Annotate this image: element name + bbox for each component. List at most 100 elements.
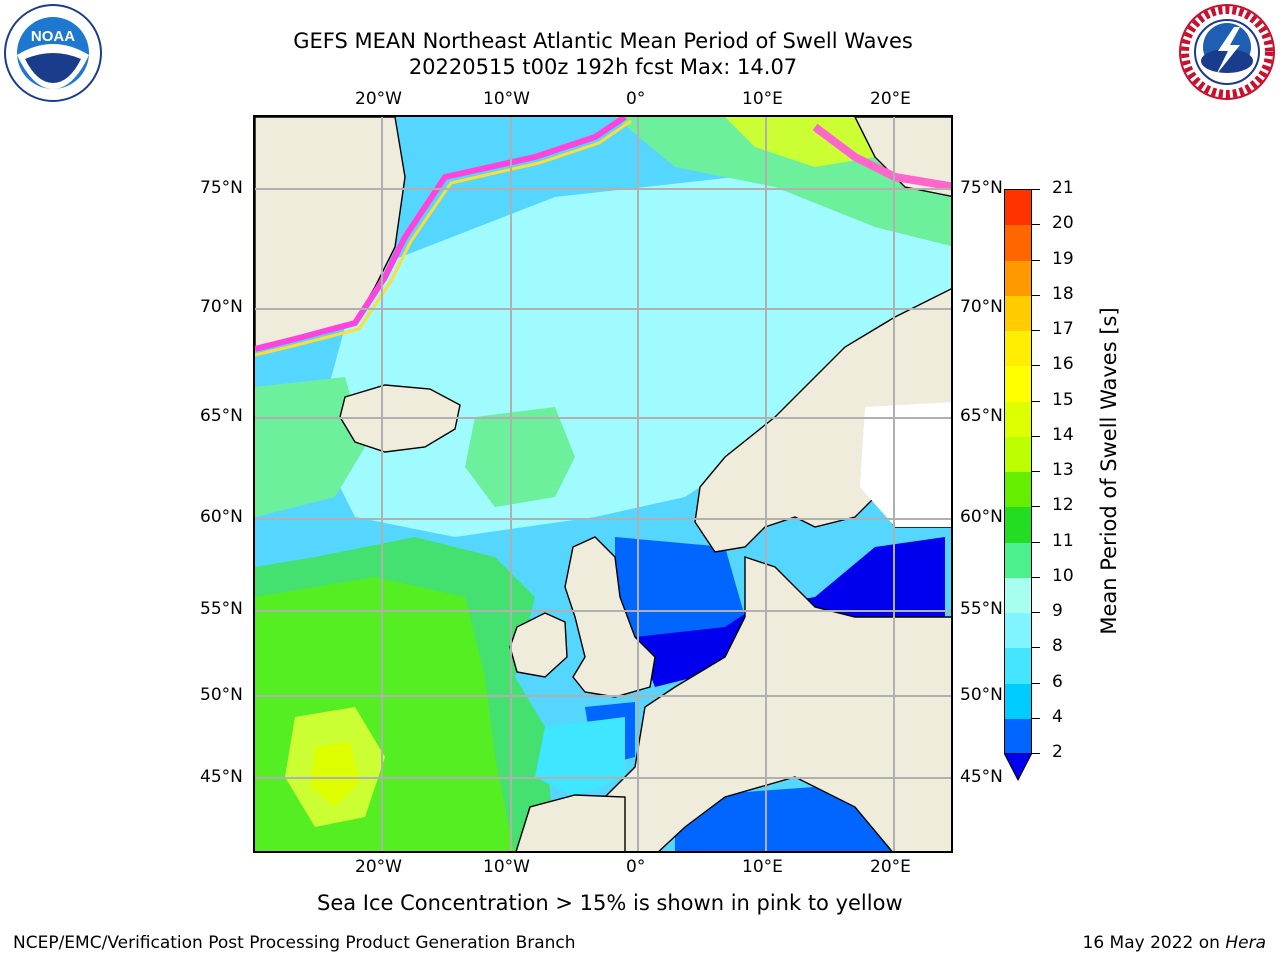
swell-zone-9-10-west xyxy=(255,377,365,517)
land-svalbard xyxy=(854,117,951,197)
swell-zone-9-10-mid xyxy=(465,407,575,507)
colorbar-tick xyxy=(1032,647,1040,649)
colorbar-title: Mean Period of Swell Waves [s] xyxy=(1097,307,1121,635)
colorbar-tick-label: 16 xyxy=(1052,354,1074,375)
sea-ice-note: Sea Ice Concentration > 15% is shown in … xyxy=(317,891,903,915)
footer-date-text: 16 May 2022 on xyxy=(1082,933,1226,953)
colorbar-tick-label: 10 xyxy=(1052,565,1074,586)
colorbar-tick xyxy=(1032,189,1040,190)
lat-label-right-65n: 65°N xyxy=(960,406,1003,426)
nws-logo xyxy=(1178,3,1276,101)
lat-label-right-75n: 75°N xyxy=(960,178,1003,198)
sea-ice-edge-greenland-outer xyxy=(255,119,632,357)
colorbar-tick xyxy=(1032,717,1040,719)
colorbar-tick-label: 19 xyxy=(1052,248,1074,269)
colorbar-tick-label: 12 xyxy=(1052,495,1074,516)
colorbar-tick xyxy=(1032,294,1040,296)
colorbar-segment xyxy=(1005,436,1031,472)
colorbar-tick xyxy=(1032,682,1040,684)
noaa-logo-text: NOAA xyxy=(31,28,75,45)
lat-label-left-60n: 60°N xyxy=(200,507,243,527)
colorbar-tick xyxy=(1032,400,1040,402)
colorbar-tick xyxy=(1032,330,1040,331)
lon-label-bottom-10w: 10°W xyxy=(483,857,530,877)
colorbar-tick-label: 8 xyxy=(1052,636,1063,657)
colorbar-segment xyxy=(1005,331,1031,367)
colorbar-segment xyxy=(1005,366,1031,402)
colorbar-segment xyxy=(1005,401,1031,437)
lat-label-left-75n: 75°N xyxy=(200,178,243,198)
colorbar-tick-label: 21 xyxy=(1052,178,1074,198)
lat-label-right-60n: 60°N xyxy=(960,507,1003,527)
lat-label-right-55n: 55°N xyxy=(960,599,1003,619)
colorbar-tick xyxy=(1032,259,1040,261)
lon-label-bottom-20e: 20°E xyxy=(870,857,911,877)
colorbar-tick-label: 4 xyxy=(1052,706,1063,727)
sea-ice-edge-greenland xyxy=(255,117,627,352)
lon-label-bottom-0: 0° xyxy=(626,857,646,877)
lat-label-left-50n: 50°N xyxy=(200,685,243,705)
map-subtitle: 20220515 t00z 192h fcst Max: 14.07 xyxy=(408,55,798,79)
colorbar-tick-label: 9 xyxy=(1052,601,1063,621)
lat-label-left-45n: 45°N xyxy=(200,767,243,787)
colorbar-segment xyxy=(1005,190,1031,226)
colorbar-segment xyxy=(1005,683,1031,719)
lon-label-bottom-10e: 10°E xyxy=(742,857,783,877)
colorbar-tick-label: 11 xyxy=(1052,530,1074,551)
colorbar-segment xyxy=(1005,648,1031,684)
lon-label-top-10w: 10°W xyxy=(483,89,530,109)
colorbar-tick xyxy=(1032,435,1040,437)
map-svg xyxy=(255,117,951,851)
colorbar-segment xyxy=(1005,260,1031,296)
colorbar-tick-label: 13 xyxy=(1052,460,1074,480)
lat-label-right-70n: 70°N xyxy=(960,297,1003,317)
swell-zone-13-14 xyxy=(310,742,360,807)
colorbar-tick-label: 15 xyxy=(1052,389,1074,410)
noaa-logo: NOAA xyxy=(3,3,103,103)
lon-label-bottom-20w: 20°W xyxy=(355,857,402,877)
land-great-britain xyxy=(564,536,656,698)
mediterranean-swell xyxy=(675,787,895,851)
graticule xyxy=(255,117,951,851)
colorbar-tick xyxy=(1032,365,1040,367)
colorbar-tick xyxy=(1032,576,1040,578)
colorbar-tick-label: 2 xyxy=(1052,742,1063,762)
colorbar-tick-label: 20 xyxy=(1052,213,1074,234)
colorbar-tick-label: 18 xyxy=(1052,283,1074,304)
colorbar-extend-arrow xyxy=(1003,752,1033,782)
colorbar-segment xyxy=(1005,542,1031,578)
map-panel[interactable] xyxy=(253,115,953,853)
lat-label-left-55n: 55°N xyxy=(200,599,243,619)
footer-date: 16 May 2022 on Hera xyxy=(1083,933,1267,953)
map-title: GEFS MEAN Northeast Atlantic Mean Period… xyxy=(293,29,913,53)
lon-label-top-0: 0° xyxy=(626,89,646,109)
colorbar-segment xyxy=(1005,507,1031,543)
colorbar-segment xyxy=(1005,225,1031,261)
colorbar-tick-label: 17 xyxy=(1052,319,1074,339)
colorbar-tick xyxy=(1032,506,1040,508)
colorbar-tick xyxy=(1032,541,1040,543)
lat-label-left-70n: 70°N xyxy=(200,297,243,317)
lon-label-top-20w: 20°W xyxy=(355,89,402,109)
colorbar-tick xyxy=(1032,471,1040,472)
colorbar-segment xyxy=(1005,295,1031,331)
colorbar xyxy=(1004,189,1032,754)
colorbar-tick-label: 14 xyxy=(1052,424,1074,445)
lat-label-left-65n: 65°N xyxy=(200,406,243,426)
footer-host: Hera xyxy=(1225,933,1266,953)
lat-label-right-50n: 50°N xyxy=(960,685,1003,705)
colorbar-segment xyxy=(1005,577,1031,613)
colorbar-tick xyxy=(1032,612,1040,613)
colorbar-tick xyxy=(1032,753,1040,754)
swell-zone-12-13-north xyxy=(725,117,875,167)
land-iberia xyxy=(515,794,626,851)
lon-label-top-20e: 20°E xyxy=(870,89,911,109)
ice-mask-finland xyxy=(860,402,951,527)
colorbar-segment xyxy=(1005,718,1031,754)
colorbar-segment xyxy=(1005,472,1031,508)
footer-branch: NCEP/EMC/Verification Post Processing Pr… xyxy=(13,933,576,953)
lon-label-top-10e: 10°E xyxy=(742,89,783,109)
sea-ice-edge-svalbard xyxy=(812,123,951,191)
lat-label-right-45n: 45°N xyxy=(960,767,1003,787)
colorbar-tick xyxy=(1032,224,1040,226)
